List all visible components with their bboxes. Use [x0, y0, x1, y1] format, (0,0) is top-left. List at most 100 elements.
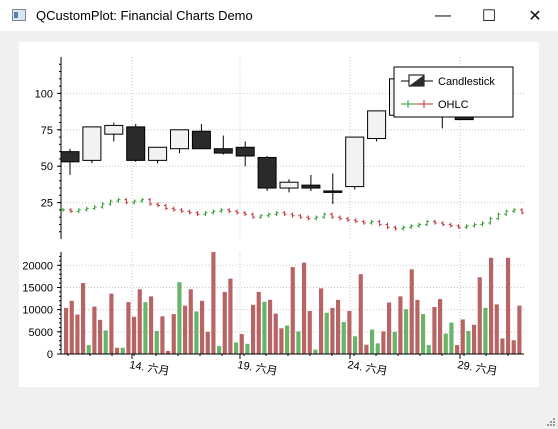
volume-bar [511, 340, 516, 354]
volume-bar [205, 331, 210, 354]
volume-bar [245, 343, 250, 354]
ohlc-bar [456, 224, 461, 230]
volume-bar [143, 302, 148, 354]
candlestick [323, 173, 343, 205]
volume-bar [347, 310, 352, 354]
volume-bar [364, 344, 369, 354]
ohlc-bar [163, 203, 168, 211]
close-button[interactable]: ✕ [528, 7, 542, 25]
volume-bar [409, 269, 414, 354]
volume-bar [268, 299, 273, 354]
volume-bar [477, 277, 482, 354]
ohlc-bar [377, 219, 382, 227]
volume-bar [404, 309, 409, 354]
volume-bar [375, 343, 380, 354]
maximize-button[interactable]: ☐ [481, 7, 497, 25]
volume-bar [466, 330, 471, 354]
ohlc-bar [140, 197, 145, 203]
minimize-button[interactable]: — [435, 6, 451, 24]
volume-bar [115, 347, 120, 354]
ohlc-bar [219, 208, 224, 214]
volume-bar [358, 274, 363, 354]
y-tick-label: 20000 [22, 260, 53, 272]
volume-bar [472, 324, 477, 354]
volume-bar [183, 305, 188, 354]
volume-bar [426, 345, 431, 354]
volume-bar [256, 291, 261, 354]
ohlc-bar [124, 197, 129, 205]
ohlc-bar [488, 216, 493, 225]
volume-bar [489, 257, 494, 354]
candlestick [367, 110, 387, 142]
volume-bar [415, 299, 420, 354]
volume-bar [103, 330, 108, 354]
ohlc-bar [306, 215, 311, 221]
ohlc-bar [472, 222, 477, 228]
ohlc-bar [345, 216, 350, 222]
financial-chart[interactable]: 25 50 75 100 Candlestick OHLC 0 5000 10000 15000 2… [19, 42, 539, 387]
ohlc-bar [100, 202, 105, 209]
ohlc-bar [274, 211, 279, 216]
volume-bar [137, 289, 142, 354]
ohlc-bar [108, 199, 113, 206]
volume-bar [279, 328, 284, 354]
ohlc-bar [68, 208, 73, 214]
resize-grip[interactable] [545, 416, 555, 426]
volume-bar [251, 304, 256, 354]
ohlc-bar [155, 202, 160, 208]
volume-bar [443, 333, 448, 354]
volume-bar [81, 283, 86, 354]
volume-bar [194, 311, 199, 354]
volume-bar [273, 313, 278, 354]
volume-bar [177, 282, 182, 354]
x-tick-label: 19. 六月 [236, 358, 278, 378]
x-tick-label: 24. 六月 [346, 358, 388, 378]
volume-bar [398, 296, 403, 354]
volume-bar [262, 301, 267, 354]
ohlc-bar [148, 197, 153, 206]
volume-bar [296, 331, 301, 354]
volume-bar [494, 304, 499, 354]
candlestick [257, 156, 277, 191]
ohlc-bar [409, 224, 414, 230]
volume-bar [387, 302, 392, 354]
ohlc-bar [314, 215, 319, 221]
plot-area[interactable]: 25 50 75 100 Candlestick OHLC 0 5000 10000 15000 2… [19, 42, 539, 387]
y-tick-label: 10000 [22, 305, 53, 317]
volume-bar [421, 314, 426, 354]
x-tick-label: 14. 六月 [128, 358, 170, 378]
volume-bar [75, 314, 80, 354]
ohlc-bar [195, 211, 200, 216]
ohlc-bar [282, 211, 287, 216]
ohlc-bar [512, 208, 517, 214]
volume-bar [188, 289, 193, 354]
volume-bar [313, 349, 318, 354]
volume-bar [166, 350, 171, 354]
volume-bar [302, 262, 307, 354]
candlestick [345, 136, 365, 190]
ohlc-bar [132, 199, 137, 205]
volume-bar [120, 347, 125, 354]
legend-entry-candlestick: Candlestick [401, 74, 495, 88]
ohlc-bar [250, 212, 255, 219]
volume-bar [307, 310, 312, 354]
volume-bar [336, 299, 341, 354]
y-tick-label: 50 [41, 161, 53, 173]
volume-bar [455, 345, 460, 354]
ohlc-bar [353, 218, 358, 224]
ohlc-bar [290, 212, 295, 218]
y-tick-label: 100 [35, 88, 53, 100]
volume-bar [228, 278, 233, 354]
ohlc-bar [393, 225, 398, 231]
volume-bar [319, 288, 324, 354]
volume-bar [64, 307, 69, 354]
volume-bar [98, 319, 103, 354]
volume-bar [86, 345, 91, 354]
volume-bar [353, 336, 358, 354]
ohlc-bar [116, 197, 121, 203]
volume-bar [211, 252, 216, 354]
candlestick [148, 146, 168, 164]
ohlc-bar [369, 219, 374, 225]
ohlc-bar [480, 221, 485, 227]
y-tick-label: 0 [47, 349, 53, 361]
